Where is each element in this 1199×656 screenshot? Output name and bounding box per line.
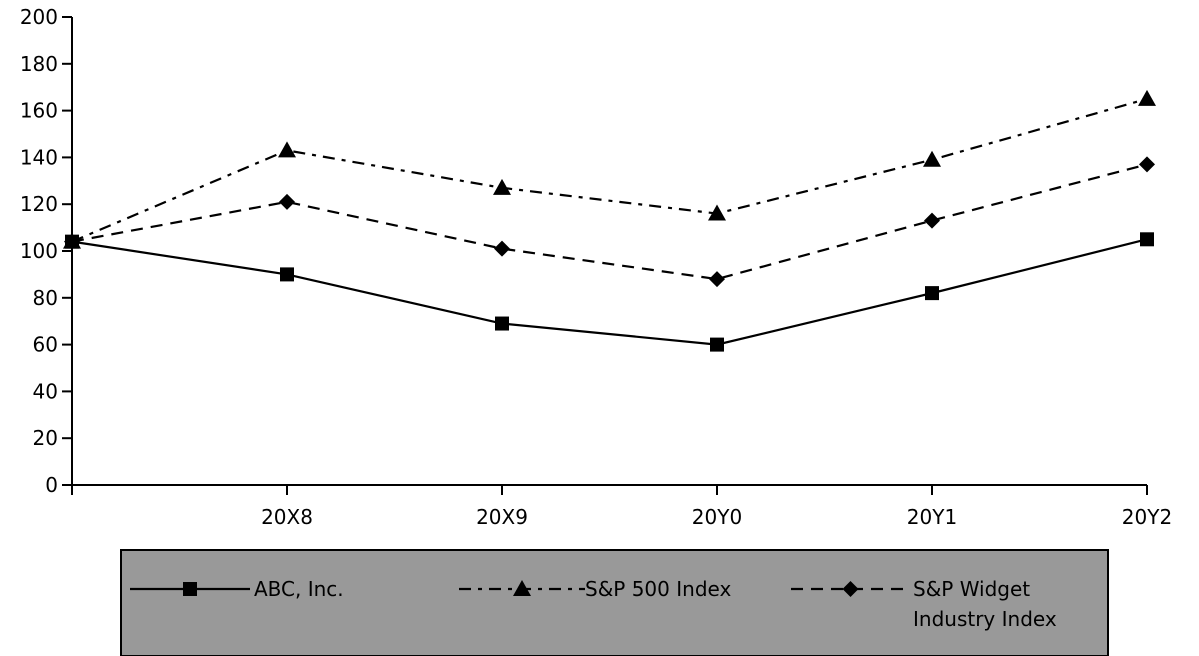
data-point-s-p-500-index: [923, 150, 941, 167]
legend-label: Industry Index: [913, 607, 1057, 631]
legend: ABC, Inc. S&P 500 Index S&P Widget Industry…: [120, 549, 1109, 656]
y-tick-label: 0: [45, 473, 58, 497]
data-point-s-p-widget-industry-index: [279, 193, 295, 210]
y-tick-label: 20: [33, 426, 58, 450]
series-group: [63, 89, 1156, 352]
series-abc-inc: [65, 232, 1154, 352]
y-tick-label: 140: [20, 145, 58, 169]
series-line-s-p-widget-industry-index: [71, 163, 1148, 281]
data-point-s-p-widget-industry-index: [64, 233, 80, 250]
legend-label: ABC, Inc.: [254, 577, 344, 601]
y-axis: 0 20 40 60 80 100 120 140 160 180 200: [20, 5, 73, 497]
legend-box: [120, 549, 1109, 656]
series-s-p-widget-industry-index: [64, 156, 1155, 288]
legend-label: S&P Widget: [913, 577, 1030, 601]
y-tick-label: 180: [20, 52, 58, 76]
x-tick-label: 20X8: [261, 505, 313, 529]
data-point-abc-inc: [495, 316, 509, 331]
y-tick-label: 80: [33, 286, 58, 310]
y-tick-label: 200: [20, 5, 58, 29]
data-point-s-p-widget-industry-index: [924, 212, 940, 229]
legend-label: S&P 500 Index: [585, 577, 731, 601]
x-tick-label: 20Y0: [692, 505, 742, 529]
legend-swatch-marker: [183, 582, 197, 596]
x-tick-label: 20Y2: [1122, 505, 1172, 529]
data-point-s-p-widget-industry-index: [1139, 156, 1155, 173]
data-point-abc-inc: [710, 337, 724, 352]
data-point-s-p-500-index: [493, 178, 511, 195]
x-axis: 20X8 20X9 20Y0 20Y1 20Y2: [71, 484, 1172, 529]
y-tick-label: 120: [20, 192, 58, 216]
y-tick-label: 40: [33, 379, 58, 403]
data-point-s-p-500-index: [1138, 89, 1156, 106]
series-line-s-p-500-index: [71, 97, 1148, 243]
data-point-s-p-500-index: [278, 141, 296, 158]
data-point-s-p-widget-industry-index: [494, 240, 510, 257]
legend-swatch-marker: [513, 580, 531, 596]
data-point-abc-inc: [1140, 232, 1154, 247]
x-tick-label: 20X9: [476, 505, 528, 529]
legend-swatch-marker: [842, 581, 859, 597]
y-tick-label: 60: [33, 333, 58, 357]
data-point-s-p-widget-industry-index: [709, 271, 725, 288]
data-point-abc-inc: [280, 267, 294, 282]
data-point-s-p-500-index: [708, 204, 726, 221]
series-s-p-500-index: [63, 89, 1156, 249]
series-line-abc-inc: [71, 238, 1148, 346]
y-tick-label: 160: [20, 99, 58, 123]
y-tick-label: 100: [20, 239, 58, 263]
data-point-abc-inc: [925, 286, 939, 301]
x-tick-label: 20Y1: [907, 505, 957, 529]
